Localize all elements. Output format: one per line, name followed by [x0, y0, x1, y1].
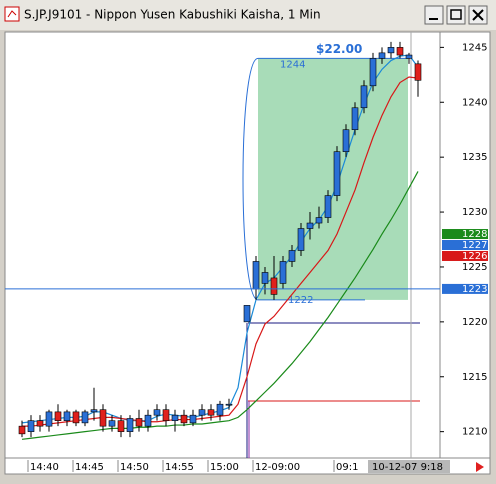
candle-body	[117, 420, 125, 432]
candle-body	[261, 272, 269, 284]
minimize-button[interactable]	[424, 5, 444, 25]
candle-body	[306, 222, 314, 229]
y-tick-label: 1230	[462, 207, 487, 218]
y-tick-label: 1240	[462, 97, 487, 108]
candle-body	[225, 403, 233, 406]
candle-body	[270, 277, 278, 295]
candle-body	[81, 411, 89, 424]
candle-body	[135, 418, 143, 427]
window-buttons[interactable]	[424, 5, 488, 25]
candle-body	[396, 47, 404, 56]
candle-body	[279, 261, 287, 284]
candle-body	[153, 409, 161, 416]
price-badge	[442, 283, 488, 294]
candle-body	[252, 261, 260, 290]
candle-body	[198, 409, 206, 416]
measure-label: $22.00	[316, 42, 362, 56]
x-tick-label: 09:1	[336, 462, 358, 473]
window-title: S.JP.J9101 - Nippon Yusen Kabushiki Kais…	[24, 8, 321, 22]
candle-body	[297, 228, 305, 251]
candle-body	[342, 129, 350, 152]
candle-body	[414, 63, 422, 81]
scroll-arrow[interactable]	[476, 462, 484, 472]
y-tick-label: 1225	[462, 262, 487, 273]
candle-body	[45, 411, 53, 427]
candle-body	[333, 151, 341, 196]
candle-body	[18, 425, 26, 435]
candle-body	[351, 107, 359, 131]
candle-body	[54, 411, 62, 421]
candle-body	[288, 250, 296, 262]
price-badge	[442, 229, 488, 240]
plot: 1210 1215 1220 1225 1230 1235 1240 1245 14:40 14:…	[5, 32, 488, 473]
candle-body	[360, 85, 368, 109]
candle-body	[72, 411, 80, 424]
y-tick-label: 1215	[462, 372, 487, 383]
candle-body	[315, 217, 323, 224]
candle-body	[189, 414, 197, 424]
x-tick-label: 14:40	[30, 462, 59, 473]
candle-body	[90, 409, 98, 413]
price-badge-label: 1227	[462, 240, 487, 251]
candle-body	[324, 195, 332, 218]
candle-body	[243, 305, 251, 323]
cursor-label: 10-12-07 9:18	[372, 462, 443, 473]
candle-body	[126, 418, 134, 432]
candle-body	[36, 420, 44, 427]
y-tick-label: 1235	[462, 152, 487, 163]
candle-body	[27, 420, 35, 432]
measure-low-label: 1222	[288, 295, 313, 306]
candle-body	[171, 414, 179, 421]
x-tick-label: 12-09:00	[255, 462, 300, 473]
close-glyph	[472, 9, 484, 21]
cursor-box	[368, 460, 450, 473]
x-tick-label: 14:45	[75, 462, 104, 473]
candle-body	[387, 47, 395, 54]
price-badge-label: 1226	[462, 251, 487, 262]
candle-body	[162, 409, 170, 421]
candle-body	[369, 58, 377, 87]
y-tick-label: 1245	[462, 42, 487, 53]
candle-body	[378, 52, 386, 59]
y-tick-label: 1210	[462, 427, 487, 438]
maximize-glyph	[450, 9, 462, 20]
price-badge	[442, 250, 488, 261]
price-badge-label: 1223	[462, 284, 487, 295]
candle-body	[180, 414, 188, 424]
candle-body	[207, 409, 215, 416]
candle-body	[405, 54, 413, 59]
candle-body	[99, 409, 107, 427]
x-tick-label: 14:55	[165, 462, 194, 473]
maximize-button[interactable]	[446, 5, 466, 25]
candle-body	[216, 403, 224, 416]
app-icon	[4, 6, 20, 22]
icon-glyph	[7, 10, 17, 18]
candle-body	[108, 420, 116, 427]
ma-line	[21, 171, 419, 440]
x-tick-label: 15:00	[210, 462, 239, 473]
candle-body	[63, 411, 71, 421]
price-badge-label: 1228	[462, 229, 487, 240]
y-tick-label: 1220	[462, 317, 487, 328]
candle-body	[144, 414, 152, 427]
title-bar	[0, 0, 496, 30]
x-tick-label: 14:50	[120, 462, 149, 473]
price-badge	[442, 240, 488, 250]
measure-high-label: 1244	[280, 59, 305, 70]
